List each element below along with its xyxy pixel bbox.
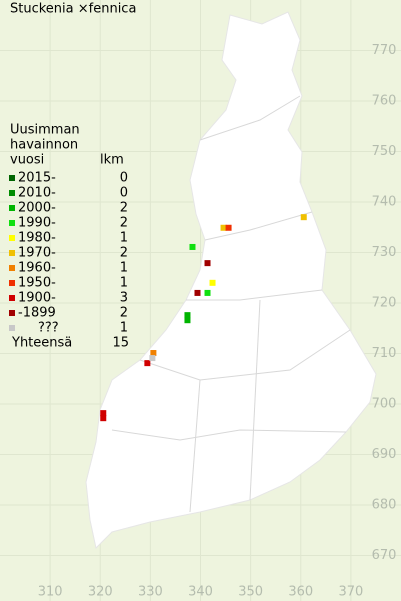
y-tick-label: 680 [372,498,397,513]
y-tick-label: 700 [372,397,397,412]
x-tick-label: 360 [288,585,313,600]
observation [225,224,232,231]
legend-count: 1 [120,276,128,291]
legend-count: 1 [120,231,128,246]
legend-swatch [9,190,15,196]
legend-total: 15 [112,336,129,351]
legend-swatch [9,310,15,316]
y-tick-label: 710 [372,346,397,361]
y-tick-label: 690 [372,447,397,462]
legend-label: -1899 [18,306,56,321]
x-tick-label: 330 [138,585,163,600]
legend-swatch [9,235,15,241]
y-tick-label: 670 [372,548,397,563]
legend-swatch [9,265,15,271]
legend-label: 2015- [18,171,56,186]
legend-count-heading: lkm [100,153,124,168]
observation [184,317,191,324]
observation [220,224,227,231]
legend-label: 1950- [18,276,56,291]
legend-label: 1960- [18,261,56,276]
observation [184,312,191,319]
y-tick-label: 730 [372,245,397,260]
y-tick-label: 720 [372,296,397,311]
legend-swatch [9,175,15,181]
legend-count: 1 [120,321,128,336]
legend-label: 2010- [18,186,56,201]
legend-count: 2 [120,246,128,261]
x-tick-label: 310 [38,585,63,600]
x-tick-label: 320 [88,585,113,600]
observation [194,289,201,296]
observation [150,350,157,357]
x-tick-label: 350 [238,585,263,600]
y-tick-label: 740 [372,195,397,210]
country-outline [85,11,377,550]
legend-heading: havainnon [10,138,78,153]
legend-swatch [9,295,15,301]
y-tick-label: 750 [372,144,397,159]
legend-label: 1980- [18,231,56,246]
legend-swatch [9,220,15,226]
legend-label: 2000- [18,201,56,216]
observation [209,279,216,286]
observation [144,360,151,367]
legend-count: 0 [120,186,128,201]
legend-count: 2 [120,216,128,231]
observation [204,289,211,296]
legend-total-label: Yhteensä [11,336,72,351]
legend-count: 0 [120,171,128,186]
legend-swatch [9,250,15,256]
x-tick-label: 370 [338,585,363,600]
legend-count: 2 [120,201,128,216]
legend-count: 3 [120,291,128,306]
observation [300,214,307,221]
x-tick-label: 340 [188,585,213,600]
title: Stuckenia ×fennica [10,2,136,17]
observation [204,260,211,267]
legend-count: 1 [120,261,128,276]
legend-label: 1970- [18,246,56,261]
legend-label: ??? [38,321,59,336]
observation [100,415,107,422]
legend-label: 1900- [18,291,56,306]
legend-heading: Uusimman [10,123,80,138]
observation [189,243,196,250]
y-tick-label: 770 [372,43,397,58]
observation [149,355,156,362]
legend-swatch [9,280,15,286]
legend-swatch [9,325,15,331]
legend-heading: vuosi [10,153,44,168]
region-borders [111,95,351,513]
observation [100,410,107,417]
legend-swatch [9,205,15,211]
legend-count: 2 [120,306,128,321]
y-tick-label: 760 [372,94,397,109]
legend-label: 1990- [18,216,56,231]
